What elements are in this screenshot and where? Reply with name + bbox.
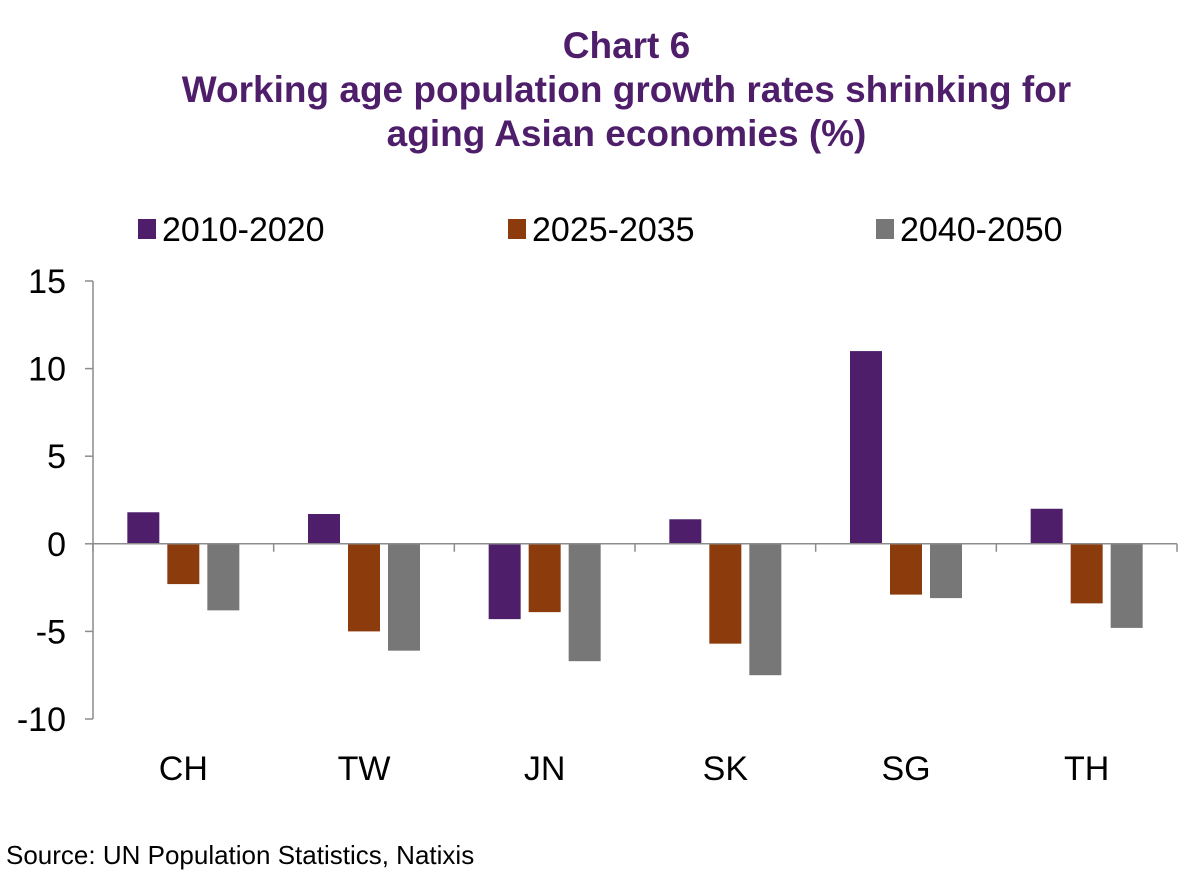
y-tick-label: -10 — [17, 701, 66, 739]
bar-ch-series-3 — [207, 543, 240, 611]
legend-label-2: 2025-2035 — [532, 211, 695, 249]
bar-th-series-2 — [1070, 543, 1103, 604]
y-tick-label: -5 — [36, 613, 66, 651]
legend-swatch-3 — [876, 219, 894, 239]
bar-th-series-1 — [1030, 508, 1063, 544]
bar-sk-series-1 — [669, 519, 702, 544]
bar-sk-series-2 — [709, 543, 742, 644]
chart-title: Chart 6 — [562, 25, 691, 66]
source-note: Source: UN Population Statistics, Natixi… — [6, 840, 475, 870]
bar-tw-series-2 — [348, 543, 380, 632]
legend-label-1: 2010-2020 — [162, 211, 325, 249]
bars — [127, 351, 1143, 676]
y-tick-label: 0 — [47, 526, 66, 564]
x-tick-label-jn: JN — [524, 750, 566, 788]
bar-tw-series-1 — [308, 514, 340, 544]
bar-sk-series-3 — [749, 543, 782, 676]
bar-jn-series-2 — [528, 543, 561, 613]
bar-ch-series-1 — [127, 512, 160, 544]
chart-subtitle-line-1: Working age population growth rates shri… — [181, 69, 1072, 110]
chart-title-block: Chart 6 Working age population growth ra… — [0, 24, 1203, 156]
bar-ch-series-2 — [167, 543, 200, 585]
bar-tw-series-3 — [388, 543, 420, 651]
chart-subtitle-line-2: aging Asian economies (%) — [386, 113, 867, 154]
legend-label-3: 2040-2050 — [900, 211, 1063, 249]
bar-sg-series-3 — [930, 543, 962, 599]
legend-swatch-2 — [508, 219, 526, 239]
x-tick-label-th: TH — [1064, 750, 1109, 788]
bar-jn-series-1 — [488, 543, 521, 620]
y-tick-label: 5 — [47, 438, 66, 476]
legend-swatch-1 — [138, 219, 156, 239]
x-tick-label-sk: SK — [703, 750, 749, 788]
bar-sg-series-2 — [890, 543, 922, 595]
x-tick-label-tw: TW — [338, 750, 391, 788]
legend: 2010-2020 2025-2035 2040-2050 — [138, 211, 1063, 249]
y-tick-label: 10 — [28, 351, 66, 389]
bar-sg-series-1 — [850, 351, 882, 544]
y-tick-label: 15 — [28, 263, 66, 301]
bar-th-series-3 — [1110, 543, 1143, 628]
bar-jn-series-3 — [568, 543, 601, 662]
y-axis: 15 10 5 0 -5 -10 — [17, 263, 94, 739]
x-tick-label-ch: CH — [159, 750, 208, 788]
x-tick-label-sg: SG — [881, 750, 930, 788]
x-axis: CH TW JN SK SG TH — [92, 543, 1178, 788]
